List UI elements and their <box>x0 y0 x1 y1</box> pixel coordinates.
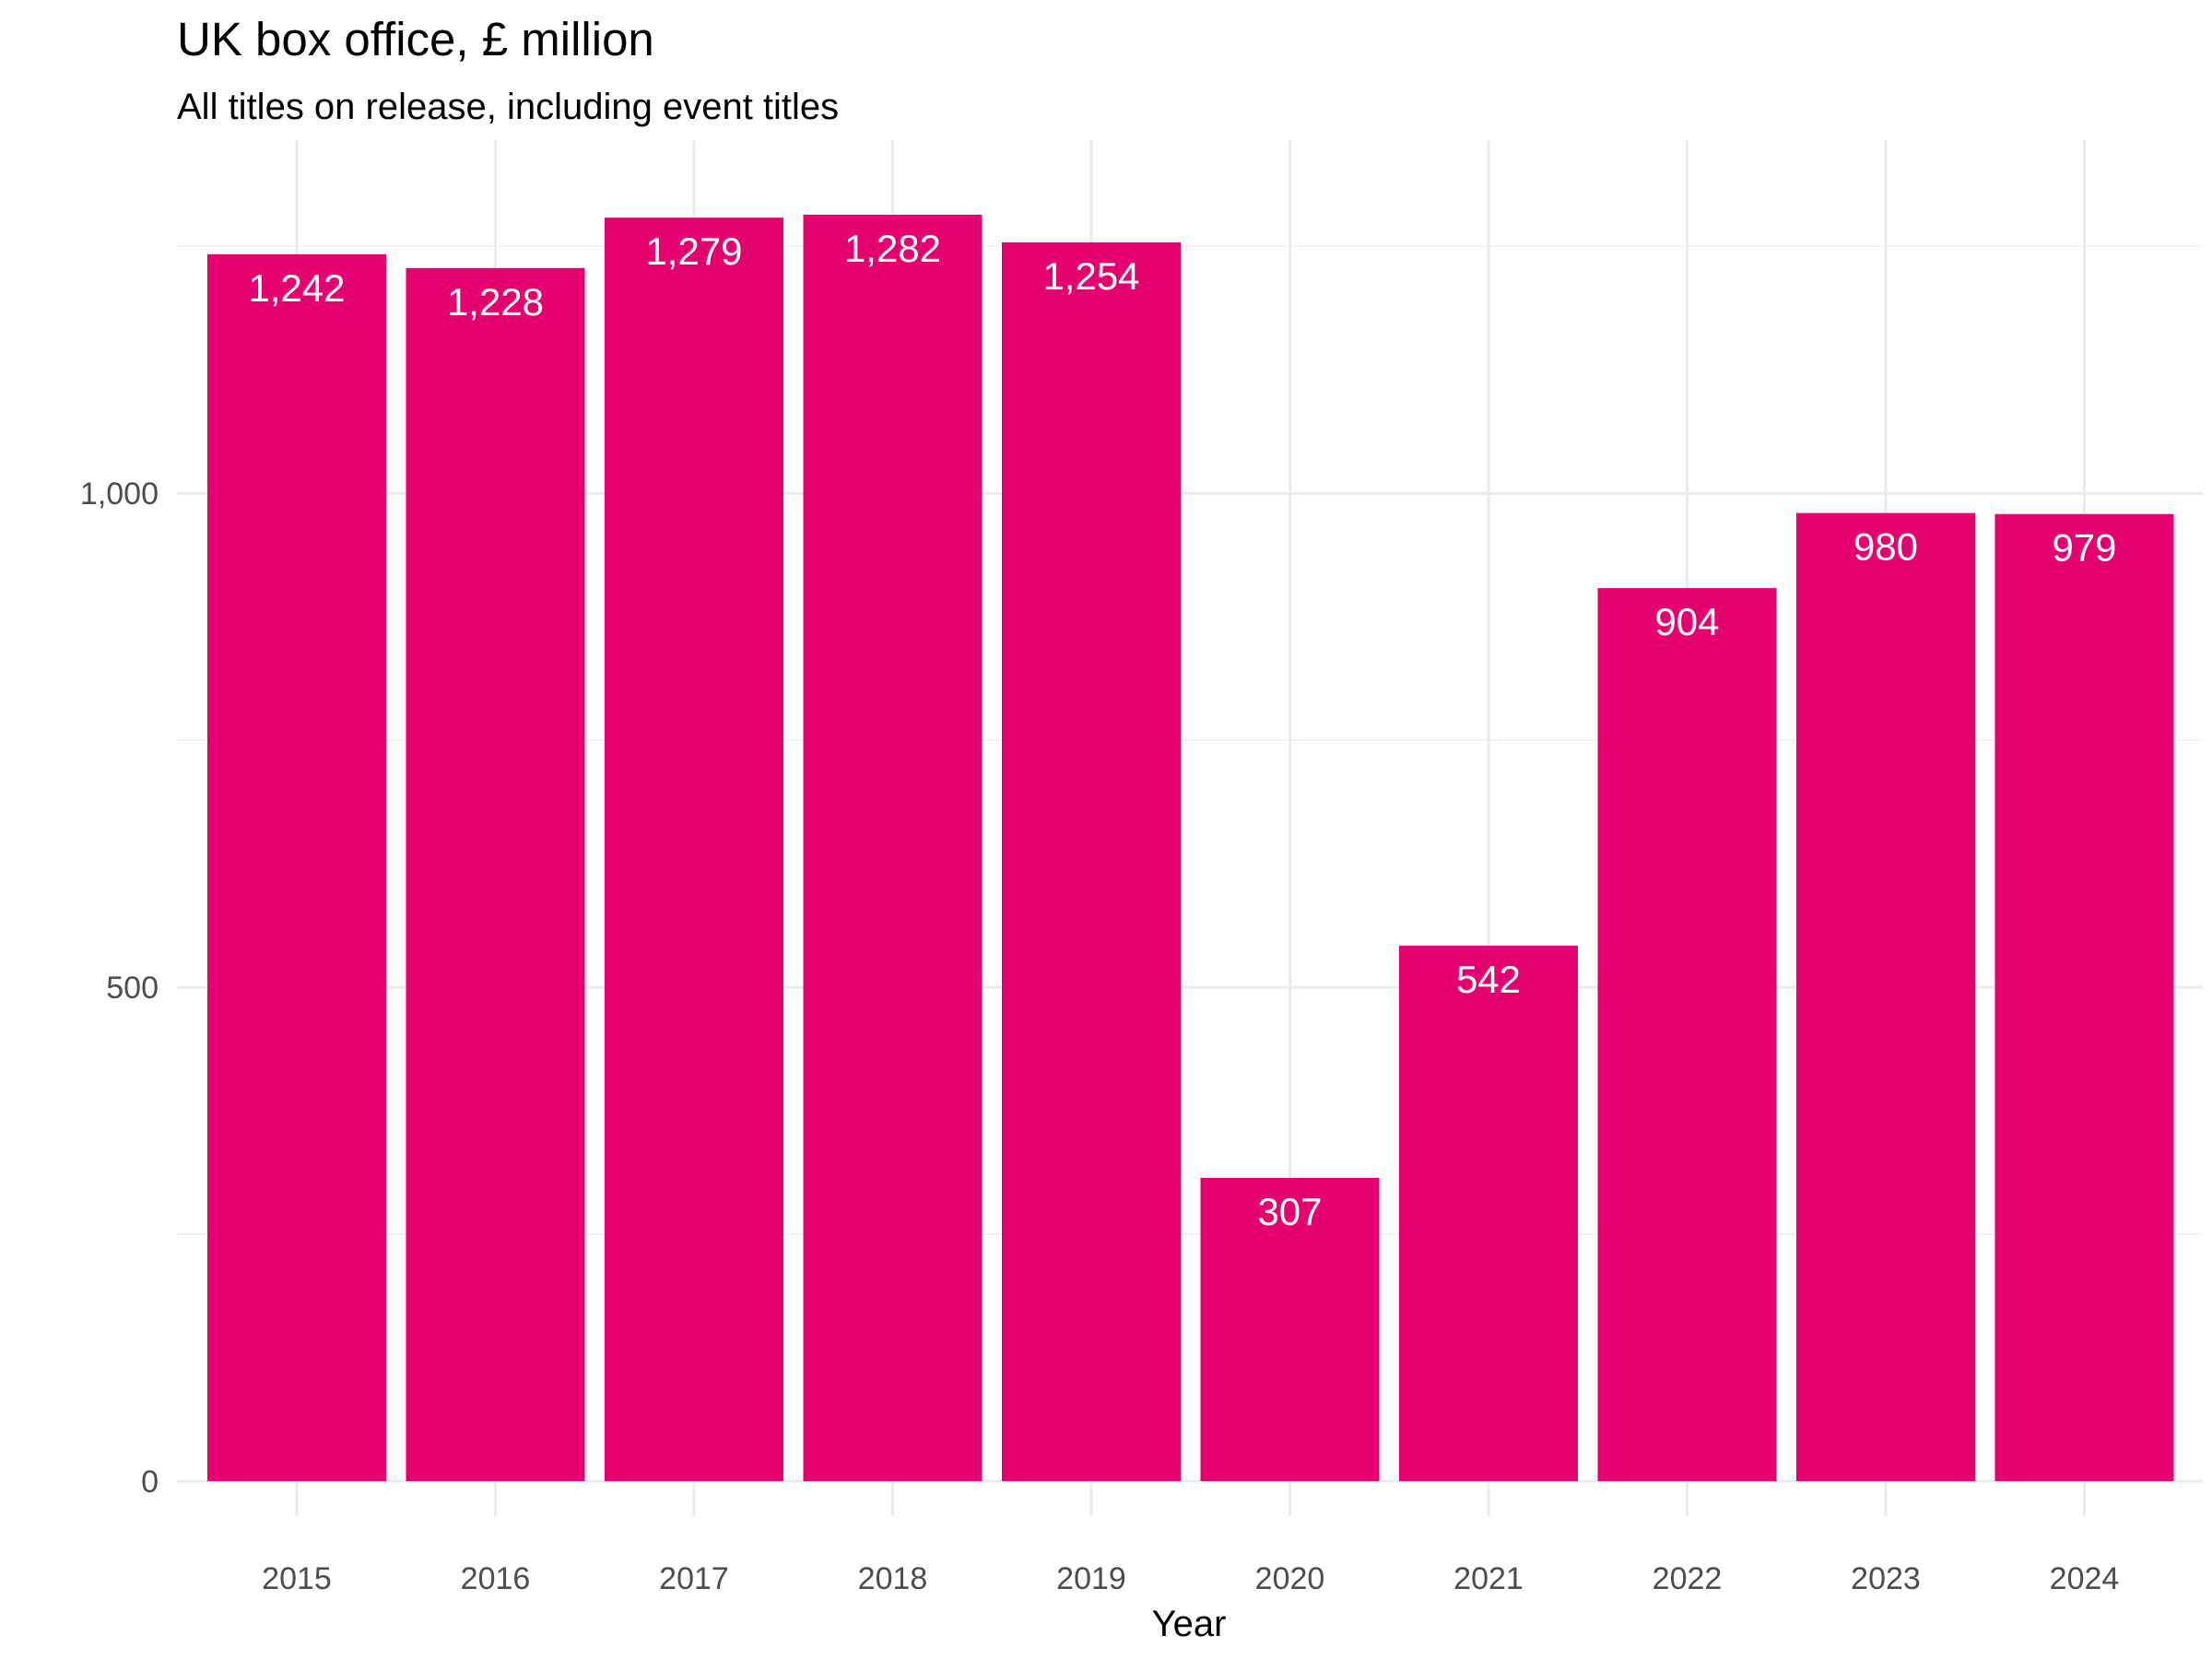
bar-2021 <box>1399 946 1578 1481</box>
bar-2015 <box>207 253 386 1481</box>
data-label-2024: 979 <box>2052 526 2116 570</box>
bar-2017 <box>605 218 783 1481</box>
y-tick-label: 500 <box>106 971 159 1006</box>
y-tick-label: 1,000 <box>80 477 159 512</box>
bar-2018 <box>803 214 982 1481</box>
y-axis-tick-labels: 0 500 1,000 <box>80 477 159 1500</box>
bar-2020 <box>1200 1177 1380 1481</box>
bar-2023 <box>1796 512 1975 1481</box>
x-axis-title: Year <box>1152 1604 1227 1644</box>
x-tick-label: 2016 <box>461 1561 531 1596</box>
data-label-2023: 980 <box>1853 525 1918 569</box>
bar-2024 <box>1994 513 2174 1482</box>
x-tick-label: 2015 <box>262 1561 332 1596</box>
data-label-2018: 1,282 <box>844 227 941 270</box>
x-tick-label: 2019 <box>1056 1561 1126 1596</box>
data-labels: 1,242 1,228 1,279 1,282 1,254 307 542 904 980 979 <box>248 227 2116 1233</box>
data-label-2020: 307 <box>1257 1190 1322 1233</box>
data-label-2015: 1,242 <box>248 266 345 310</box>
bars <box>207 214 2174 1482</box>
chart-title: UK box office, £ million <box>177 13 654 65</box>
x-tick-label: 2022 <box>1653 1561 1723 1596</box>
bar-2022 <box>1597 588 1777 1481</box>
x-tick-label: 2021 <box>1453 1561 1524 1596</box>
data-label-2017: 1,279 <box>645 229 742 273</box>
data-label-2019: 1,254 <box>1042 254 1139 298</box>
y-tick-label: 0 <box>141 1465 159 1500</box>
x-tick-label: 2020 <box>1255 1561 1325 1596</box>
data-label-2021: 542 <box>1456 958 1521 1001</box>
x-tick-label: 2023 <box>1851 1561 1921 1596</box>
x-axis-tick-labels: 2015 2016 2017 2018 2019 2020 2021 2022 2023 2024 <box>262 1561 2119 1596</box>
chart-subtitle: All titles on release, including event t… <box>177 87 839 127</box>
x-tick-label: 2018 <box>858 1561 928 1596</box>
bar-2019 <box>1002 241 1181 1482</box>
x-tick-label: 2024 <box>2050 1561 2120 1596</box>
data-label-2022: 904 <box>1654 600 1719 643</box>
data-label-2016: 1,228 <box>447 280 544 324</box>
x-tick-label: 2017 <box>659 1561 729 1596</box>
bar-2016 <box>406 267 585 1481</box>
